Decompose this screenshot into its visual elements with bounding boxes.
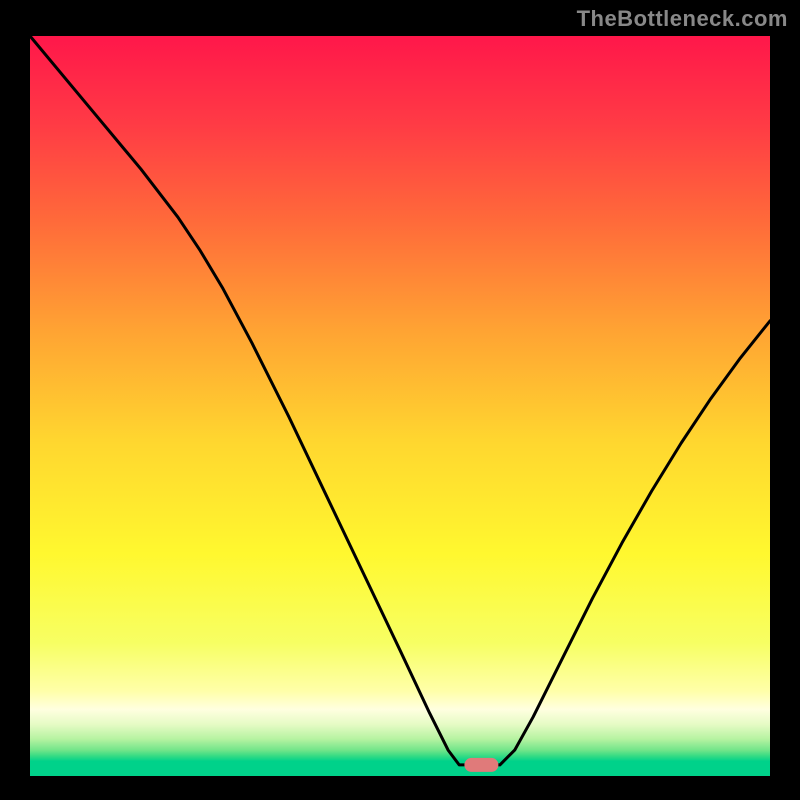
watermark-text: TheBottleneck.com [577,6,788,32]
chart-stage: TheBottleneck.com [0,0,800,800]
chart-plot-area [30,36,770,776]
optimal-point-marker [464,758,498,772]
bottleneck-curve-chart [0,0,800,800]
